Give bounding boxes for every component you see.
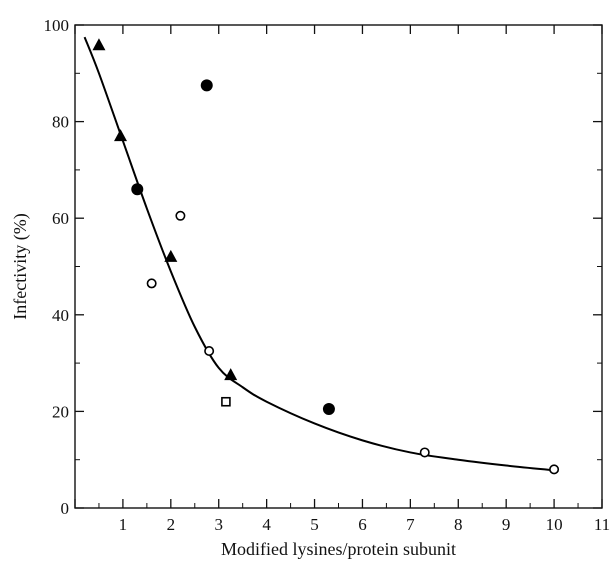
x-tick-label: 10 bbox=[546, 515, 563, 534]
filled-circle-point bbox=[131, 183, 144, 196]
x-tick-label: 2 bbox=[167, 515, 176, 534]
y-tick-label: 60 bbox=[52, 209, 69, 228]
x-tick-label: 11 bbox=[594, 515, 610, 534]
triangle-point bbox=[92, 38, 106, 51]
x-tick-label: 5 bbox=[310, 515, 319, 534]
x-tick-label: 6 bbox=[358, 515, 367, 534]
y-tick-label: 80 bbox=[52, 113, 69, 132]
triangle-point bbox=[114, 129, 128, 142]
triangle-point bbox=[164, 249, 178, 262]
axis-tick-labels: 1 2 3 4 5 6 7 8 9 10 11 0 20 40 60 80 100 bbox=[44, 16, 611, 534]
x-tick-label: 1 bbox=[119, 515, 128, 534]
x-tick-label: 9 bbox=[502, 515, 511, 534]
plot-marks bbox=[83, 36, 560, 475]
open-circle-point bbox=[175, 210, 186, 221]
y-axis-title: Infectivity (%) bbox=[10, 213, 31, 319]
fit-curve-line bbox=[83, 36, 555, 472]
x-tick-label: 3 bbox=[214, 515, 223, 534]
x-tick-label: 4 bbox=[262, 515, 271, 534]
triangle-point bbox=[224, 368, 238, 381]
axis-ticks bbox=[74, 24, 603, 509]
open-square-point bbox=[221, 396, 231, 407]
filled-circle-point bbox=[200, 79, 213, 92]
open-circle-point bbox=[549, 464, 560, 475]
y-tick-label: 40 bbox=[52, 306, 69, 325]
y-tick-label: 20 bbox=[52, 402, 69, 421]
y-tick-label: 0 bbox=[61, 499, 70, 518]
x-tick-label: 7 bbox=[406, 515, 415, 534]
x-tick-label: 8 bbox=[454, 515, 463, 534]
x-axis-title: Modified lysines/protein subunit bbox=[221, 539, 456, 559]
filled-circle-point bbox=[322, 402, 335, 415]
open-circle-point bbox=[419, 447, 430, 458]
y-tick-label: 100 bbox=[44, 16, 70, 35]
plot-frame bbox=[74, 24, 603, 509]
open-circle-point bbox=[204, 346, 215, 357]
open-circle-point bbox=[146, 278, 157, 289]
